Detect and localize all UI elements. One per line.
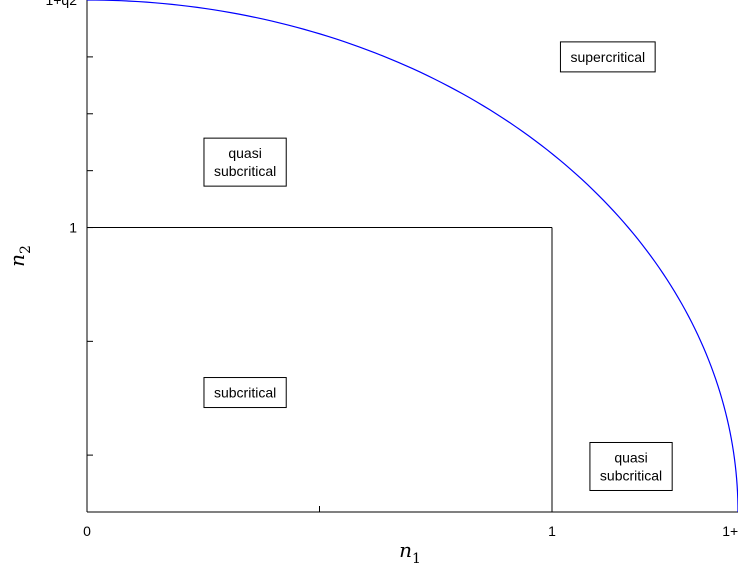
region-label-box: quasi subcritical bbox=[589, 441, 673, 491]
region-label-text: supercritical bbox=[570, 49, 645, 65]
region-label-text: subcritical bbox=[214, 385, 276, 401]
region-label-box: subcritical bbox=[203, 377, 287, 409]
region-label-text: quasi bbox=[614, 449, 647, 465]
region-box bbox=[203, 377, 287, 409]
x-tick-label: 1+q1 bbox=[722, 523, 738, 539]
y-tick-label: 1+q2 bbox=[45, 0, 77, 8]
region-label-text: quasi bbox=[228, 145, 261, 161]
region-label-text: subcritical bbox=[600, 467, 662, 483]
critical-curve bbox=[86, 0, 738, 513]
region-box bbox=[203, 137, 287, 187]
tick-labels: 0 1 1+q1 1 1+q2 bbox=[45, 0, 738, 539]
x-axis-label: n1 bbox=[399, 538, 421, 567]
axes-frame bbox=[86, 0, 738, 513]
critical-curve-line bbox=[86, 0, 738, 513]
subcritical-boundary bbox=[87, 227, 553, 512]
region-label-box: supercritical bbox=[559, 41, 656, 73]
y-tick-label: 1 bbox=[69, 220, 77, 236]
x-tick-label: 0 bbox=[83, 523, 91, 539]
x-tick-label: 1 bbox=[548, 523, 556, 539]
region-box bbox=[559, 41, 656, 73]
region-box bbox=[589, 441, 673, 491]
region-label-box: quasi subcritical bbox=[203, 137, 287, 187]
y-axis-label: n2 bbox=[5, 245, 34, 267]
region-labels: supercritical quasi subcritical subcritical… bbox=[203, 41, 673, 491]
region-label-text: subcritical bbox=[214, 163, 276, 179]
plot-area bbox=[87, 0, 738, 512]
